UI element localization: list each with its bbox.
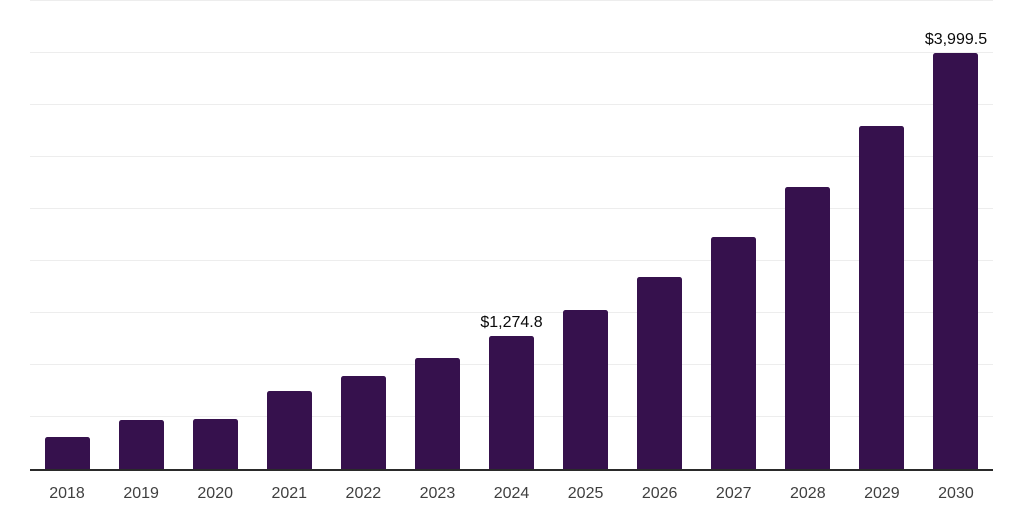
gridline (30, 208, 993, 209)
x-tick-label-2024: 2024 (493, 485, 530, 502)
x-tick-label-2026: 2026 (641, 485, 678, 502)
x-tick-label-2028: 2028 (790, 485, 826, 502)
x-tick-label-2022: 2022 (345, 485, 382, 502)
bar-2024 (489, 336, 534, 469)
x-axis: 2018 2019 2020 2021 2022 2023 2024 2025 2026 2027… (30, 485, 993, 505)
bar-2019 (118, 420, 164, 469)
x-tick-label-2030: 2030 (938, 485, 974, 502)
bar-2023 (414, 358, 460, 469)
bar-2026 (637, 276, 683, 469)
x-tick-label-2020: 2020 (197, 485, 233, 502)
x-tick-label-2021: 2021 (271, 485, 308, 502)
x-tick-label-2027: 2027 (715, 485, 752, 502)
x-tick-label-2023: 2023 (419, 485, 456, 502)
x-tick-label-2025: 2025 (567, 485, 604, 502)
gridline (30, 52, 993, 53)
gridline (30, 260, 993, 261)
x-tick-label-2018: 2018 (49, 485, 85, 502)
bar-2028 (785, 186, 831, 469)
plot-area: $1,274.8 $3,999.5 (30, 0, 993, 471)
gridline (30, 0, 993, 1)
bar-2018 (44, 436, 90, 469)
x-tick-label-2029: 2029 (864, 485, 900, 502)
bar-2022 (340, 376, 386, 469)
bar-value-label-2024: $1,274.8 (480, 314, 543, 332)
gridline (30, 312, 993, 313)
bar-2029 (859, 126, 905, 469)
gridline (30, 156, 993, 157)
bar-value-label-2030: $3,999.5 (924, 31, 988, 49)
x-tick-label-2019: 2019 (123, 485, 159, 502)
bar-2030 (933, 53, 979, 469)
bar-2025 (563, 309, 609, 469)
bar-2027 (711, 237, 757, 469)
bar-2021 (266, 391, 312, 469)
gridline (30, 104, 993, 105)
bar-2020 (192, 419, 238, 469)
